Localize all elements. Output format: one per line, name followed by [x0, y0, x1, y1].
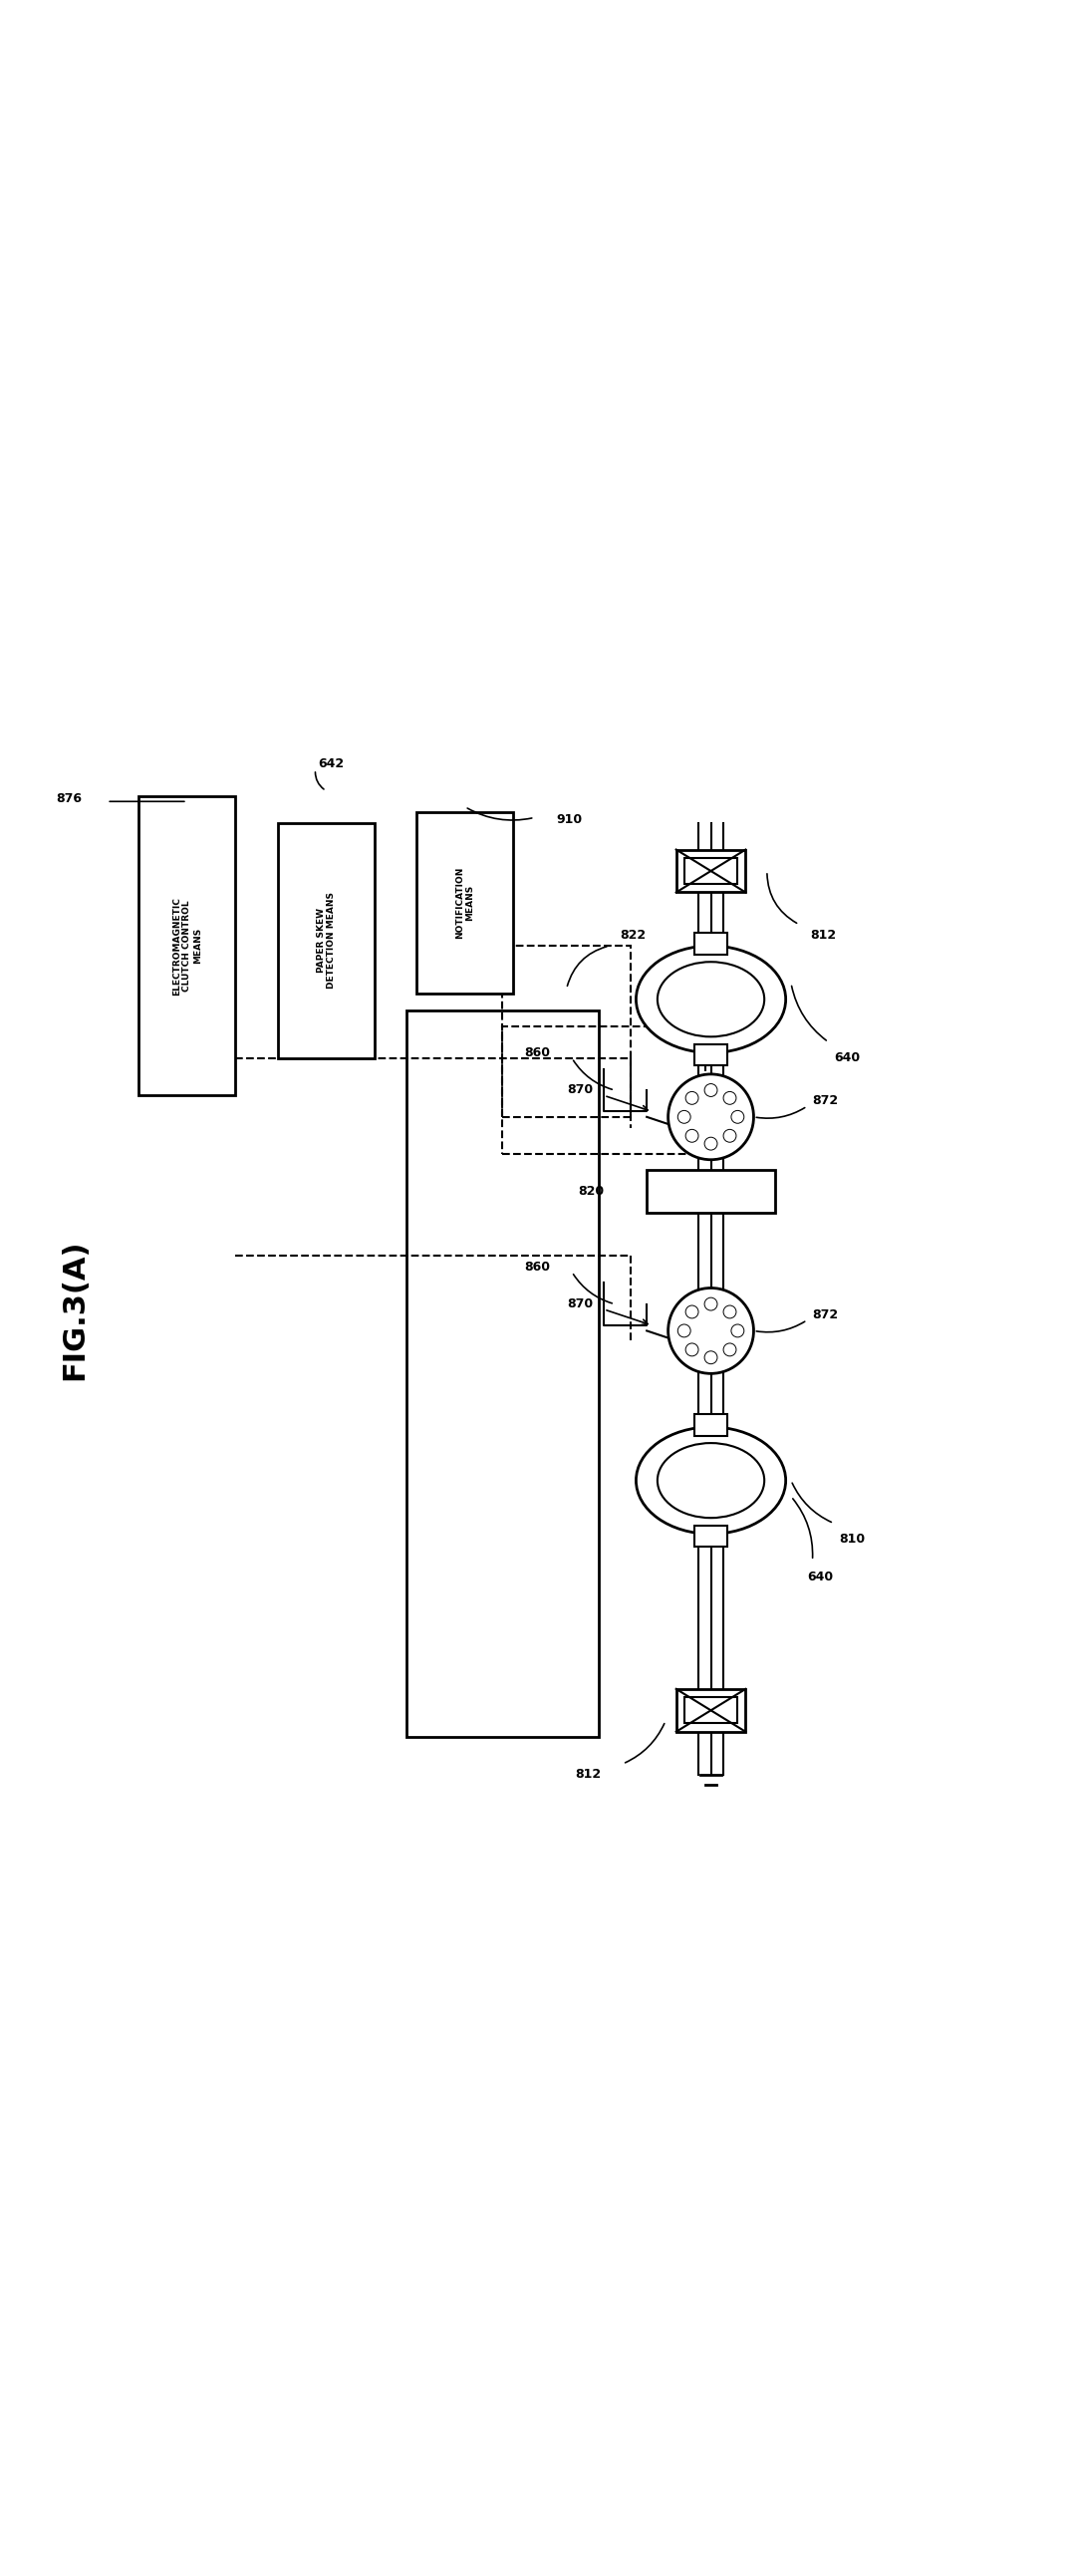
Circle shape: [668, 1074, 754, 1159]
Bar: [502, 945, 631, 1118]
Text: ELECTROMAGNETIC
CLUTCH CONTROL
MEANS: ELECTROMAGNETIC CLUTCH CONTROL MEANS: [172, 896, 202, 994]
Circle shape: [685, 1342, 698, 1355]
Ellipse shape: [636, 1427, 786, 1533]
Circle shape: [704, 1136, 717, 1149]
Text: 860: 860: [525, 1260, 551, 1273]
Circle shape: [704, 1350, 717, 1363]
Circle shape: [704, 1298, 717, 1311]
Text: 812: 812: [575, 1767, 601, 1780]
Bar: [695, 1414, 727, 1435]
Text: 820: 820: [578, 1185, 604, 1198]
Text: 870: 870: [568, 1298, 593, 1311]
Text: NOTIFICATION
MEANS: NOTIFICATION MEANS: [455, 868, 475, 940]
Text: 640: 640: [834, 1051, 859, 1064]
Bar: [685, 858, 738, 884]
Bar: [406, 1010, 599, 1736]
Text: FIG.3(A): FIG.3(A): [60, 1239, 90, 1381]
Circle shape: [704, 1084, 717, 1097]
Circle shape: [678, 1324, 691, 1337]
Text: 822: 822: [620, 930, 646, 943]
Circle shape: [724, 1092, 737, 1105]
Circle shape: [724, 1128, 737, 1141]
Bar: [695, 1525, 727, 1546]
Bar: [417, 811, 513, 994]
Circle shape: [685, 1092, 698, 1105]
Text: 642: 642: [319, 757, 344, 770]
Circle shape: [685, 1306, 698, 1319]
Circle shape: [724, 1342, 737, 1355]
Circle shape: [668, 1288, 754, 1373]
Bar: [676, 850, 746, 891]
Text: 876: 876: [57, 791, 82, 804]
Bar: [647, 1170, 775, 1213]
Text: 640: 640: [807, 1571, 833, 1584]
Ellipse shape: [657, 1443, 764, 1517]
Bar: [695, 1043, 727, 1066]
Bar: [676, 1690, 746, 1731]
Circle shape: [685, 1128, 698, 1141]
Ellipse shape: [636, 945, 786, 1054]
Circle shape: [731, 1324, 744, 1337]
Bar: [695, 933, 727, 953]
Text: 910: 910: [556, 814, 582, 827]
Text: 860: 860: [525, 1046, 551, 1059]
Text: PAPER SKEW
DETECTION MEANS: PAPER SKEW DETECTION MEANS: [316, 891, 336, 989]
Text: 812: 812: [810, 930, 836, 943]
Text: 870: 870: [568, 1084, 593, 1097]
Bar: [278, 822, 374, 1059]
Text: 872: 872: [812, 1095, 838, 1108]
Bar: [139, 796, 235, 1095]
Circle shape: [731, 1110, 744, 1123]
Circle shape: [678, 1110, 691, 1123]
Bar: [685, 1698, 738, 1723]
Circle shape: [724, 1306, 737, 1319]
Ellipse shape: [657, 961, 764, 1036]
Bar: [502, 1025, 706, 1154]
Text: 810: 810: [839, 1533, 865, 1546]
Text: 872: 872: [812, 1309, 838, 1321]
